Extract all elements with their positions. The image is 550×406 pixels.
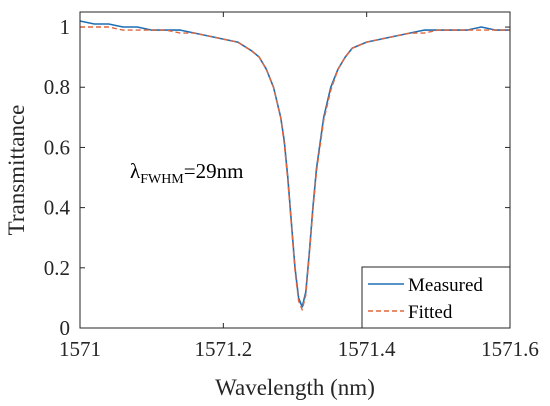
x-tick-label: 1571.2 [194,337,252,361]
x-tick-label: 1571.4 [338,337,396,361]
fwhm-annotation: λFWHM=29nm [130,159,243,187]
annotation-lambda: λ [130,159,141,183]
plot-frame [79,11,511,329]
y-tick-label: 0.6 [44,135,70,159]
y-tick-label: 1 [60,15,71,39]
legend-box [361,266,511,329]
annotation-subscript: FWHM [140,172,184,187]
y-tick-label: 0.2 [44,256,70,280]
series-line-fitted [80,26,510,311]
x-tick-label: 1571.6 [481,337,539,361]
tick-labels: 1571 1571.2 1571.4 1571.6 0 0.2 0.4 0.6 0.8 1 [44,15,539,361]
legend-label-measured: Measured [408,275,483,296]
y-tick-label: 0.8 [44,75,70,99]
y-axis-label: Transmittance [4,105,29,236]
x-tick-label: 1571 [59,337,101,361]
x-axis-label: Wavelength (nm) [215,375,375,400]
legend: Measured Fitted [361,266,511,329]
annotation-value: =29nm [184,159,244,183]
y-tick-label: 0.4 [44,196,71,220]
series-line-measured [79,20,510,308]
y-tick-label: 0 [60,316,71,340]
legend-label-fitted: Fitted [408,302,453,323]
plot-series [79,20,510,311]
